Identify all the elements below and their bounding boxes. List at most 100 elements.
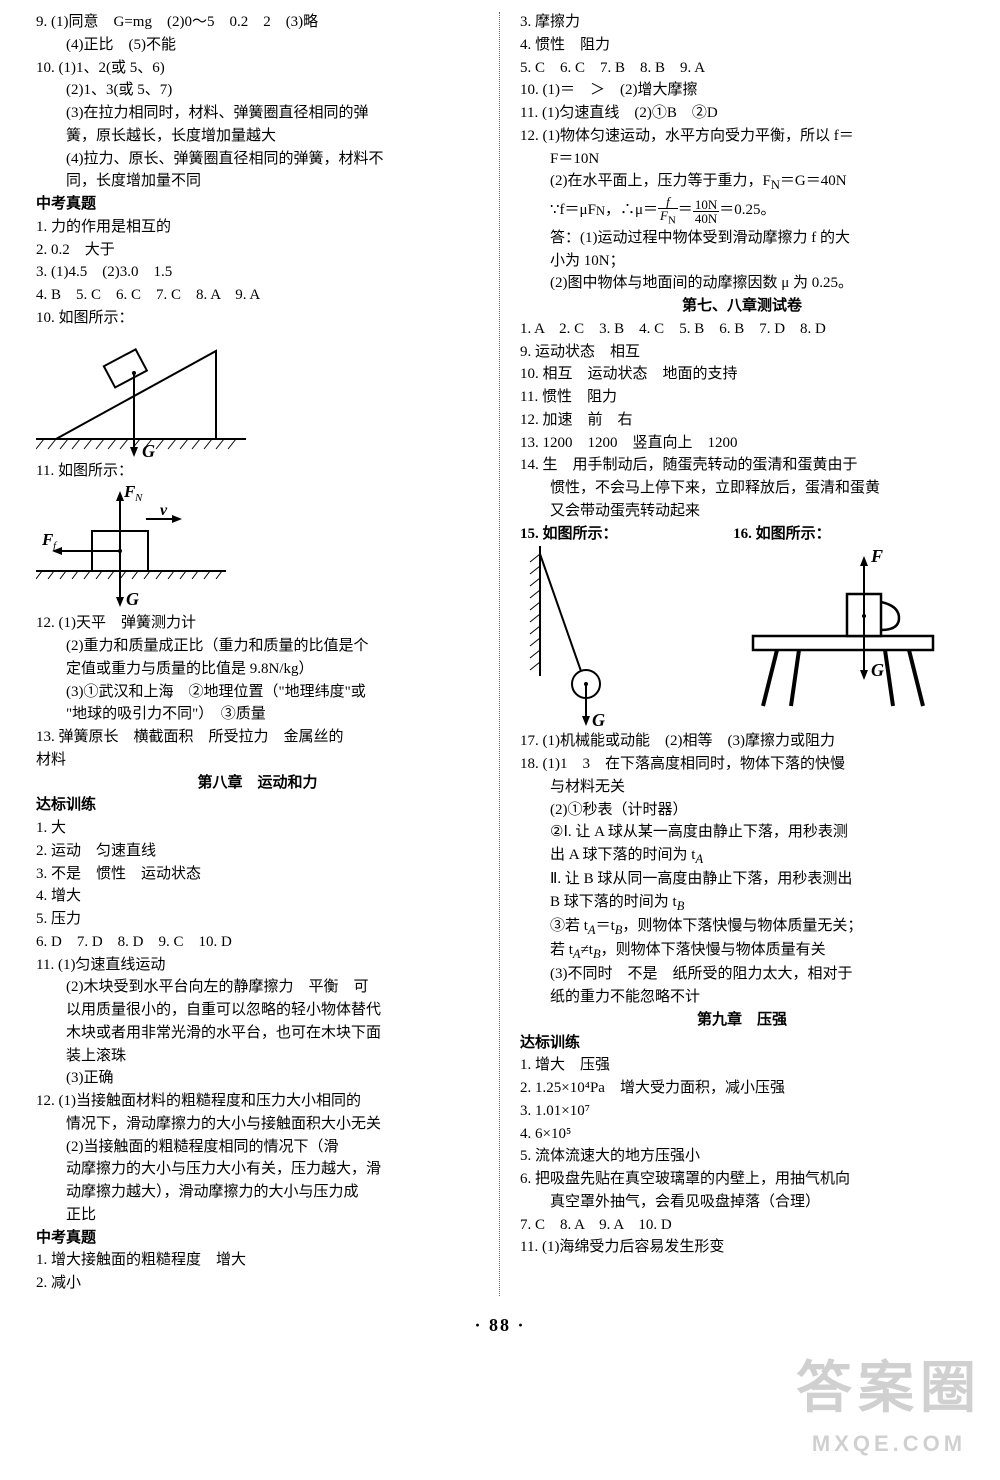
text-line: (3)不同时 不是 纸所受的阻力太大，相对于: [520, 964, 964, 986]
figure-block-forces: F N v F f G: [36, 483, 236, 613]
text-line: 出 A 球下落的时间为 tA: [520, 845, 964, 868]
text-line: 正比: [36, 1205, 479, 1227]
chapter-header: 第八章 运动和力: [36, 773, 479, 795]
text-line: (2)1、3(或 5、7): [36, 80, 479, 102]
text-line: (2)①秒表（计时器）: [520, 800, 964, 822]
text-line: (3)①武汉和上海 ②地理位置（"地理纬度"或: [36, 682, 479, 704]
text-line: 6. D 7. D 8. D 9. C 10. D: [36, 932, 479, 954]
text-line: 装上滚珠: [36, 1046, 479, 1068]
figure-row: 15. 如图所示：: [520, 524, 964, 732]
text-line: 以用质量很小的，自重可以忽略的轻小物体替代: [36, 1000, 479, 1022]
watermark-url: MXQE.COM: [796, 1428, 982, 1460]
text-line: 12. (1)天平 弹簧测力计: [36, 613, 479, 635]
text-line: 12. 加速 前 右: [520, 410, 964, 432]
section-header: 中考真题: [36, 194, 479, 216]
text-line: (2)在水平面上，压力等于重力，FN＝G＝40N: [520, 171, 964, 194]
text-line: 1. A 2. C 3. B 4. C 5. B 6. B 7. D 8. D: [520, 319, 964, 341]
text-line: 14. 生 用手制动后，随蛋壳转动的蛋清和蛋黄由于: [520, 455, 964, 477]
text-line: 4. 惯性 阻力: [520, 35, 964, 57]
svg-text:N: N: [134, 492, 143, 504]
text-line: 13. 弹簧原长 横截面积 所受拉力 金属丝的: [36, 727, 479, 749]
text-line: 4. B 5. C 6. C 7. C 8. A 9. A: [36, 285, 479, 307]
text-line: 材料: [36, 750, 479, 772]
text-line: 3. 不是 惯性 运动状态: [36, 864, 479, 886]
text-line: F＝10N: [520, 149, 964, 171]
text-line: 6. 把吸盘先贴在真空玻璃罩的内壁上，用抽气机向: [520, 1169, 964, 1191]
figure-table-cup: F G: [733, 546, 953, 721]
text-line: 1. 增大 压强: [520, 1055, 964, 1077]
svg-text:G: G: [142, 441, 155, 461]
text-line: 5. 压力: [36, 909, 479, 931]
chapter-header: 第七、八章测试卷: [520, 296, 964, 318]
text-line: 10. 如图所示：: [36, 308, 479, 330]
text-line: 2. 减小: [36, 1273, 479, 1295]
text-line: 2. 运动 匀速直线: [36, 841, 479, 863]
text-line: 13. 1200 1200 竖直向上 1200: [520, 433, 964, 455]
left-column: 9. (1)同意 G=mg (2)0～5 0.2 2 (3)略 (4)正比 (5…: [30, 12, 500, 1296]
text-line: (2)图中物体与地面间的动摩擦因数 μ 为 0.25。: [520, 273, 964, 295]
text-line: 11. (1)匀速直线运动: [36, 955, 479, 977]
text-line: 5. C 6. C 7. B 8. B 9. A: [520, 58, 964, 80]
text-line: 惯性，不会马上停下来，立即释放后，蛋清和蛋黄: [520, 478, 964, 500]
formula-line: ∵f＝μFN，∴μ＝ fFN ＝ 10N40N ＝0.25。: [520, 195, 964, 226]
watermark-text: 答案圈: [796, 1347, 982, 1428]
text-line: 1. 力的作用是相互的: [36, 217, 479, 239]
svg-text:G: G: [126, 589, 139, 609]
section-header: 达标训练: [520, 1033, 964, 1055]
section-header: 中考真题: [36, 1228, 479, 1250]
text-line: 3. 摩擦力: [520, 12, 964, 34]
text-line: 情况下，滑动摩擦力的大小与接触面积大小无关: [36, 1114, 479, 1136]
section-header: 达标训练: [36, 795, 479, 817]
text-line: "地球的吸引力不同"） ③质量: [36, 704, 479, 726]
svg-text:v: v: [160, 502, 168, 519]
page-number: · 88 ·: [0, 1312, 1000, 1338]
text-line: (2)当接触面的粗糙程度相同的情况下（滑: [36, 1137, 479, 1159]
text-line: (2)重力和质量成正比（重力和质量的比值是个: [36, 636, 479, 658]
svg-text:F: F: [870, 546, 883, 566]
text-line: 若 tA≠tB，则物体下落快慢与物体质量有关: [520, 940, 964, 963]
text-line: 12. (1)当接触面材料的粗糙程度和压力大小相同的: [36, 1091, 479, 1113]
text-line: 小为 10N；: [520, 251, 964, 273]
chapter-header: 第九章 压强: [520, 1010, 964, 1032]
text-line: 10. (1)1、2(或 5、6): [36, 58, 479, 80]
figure-incline: G: [36, 331, 256, 461]
text-line: 又会带动蛋壳转动起来: [520, 501, 964, 523]
text-line: 与材料无关: [520, 777, 964, 799]
figure-caption: 16. 如图所示：: [733, 524, 964, 546]
text-line: 2. 1.25×10⁴Pa 增大受力面积，减小压强: [520, 1078, 964, 1100]
text-line: 10. 相互 运动状态 地面的支持: [520, 364, 964, 386]
text-line: 18. (1)1 3 在下落高度相同时，物体下落的快慢: [520, 754, 964, 776]
text-line: (4)拉力、原长、弹簧圈直径相同的弹簧，材料不: [36, 149, 479, 171]
text-line: ③若 tA＝tB，则物体下落快慢与物体质量无关；: [520, 916, 964, 939]
text-line: (2)木块受到水平台向左的静摩擦力 平衡 可: [36, 977, 479, 999]
text-line: 木块或者用非常光滑的水平台，也可在木块下面: [36, 1023, 479, 1045]
text-line: (3)在拉力相同时，材料、弹簧圈直径相同的弹: [36, 103, 479, 125]
page: 9. (1)同意 G=mg (2)0～5 0.2 2 (3)略 (4)正比 (5…: [0, 0, 1000, 1306]
text-line: 真空罩外抽气，会看见吸盘掉落（合理）: [520, 1192, 964, 1214]
text-line: ②Ⅰ. 让 A 球从某一高度由静止下落，用秒表测: [520, 822, 964, 844]
text-line: 10. (1)＝ ＞ (2)增大摩擦: [520, 80, 964, 102]
text-line: 1. 大: [36, 818, 479, 840]
text-line: 17. (1)机械能或动能 (2)相等 (3)摩擦力或阻力: [520, 731, 964, 753]
text-line: 2. 0.2 大于: [36, 240, 479, 262]
text-line: B 球下落的时间为 tB: [520, 892, 964, 915]
text-line: 11. (1)匀速直线 (2)①B ②D: [520, 103, 964, 125]
text-line: 9. (1)同意 G=mg (2)0～5 0.2 2 (3)略: [36, 12, 479, 34]
figure-caption: 15. 如图所示：: [520, 524, 733, 546]
text-line: 11. 惯性 阻力: [520, 387, 964, 409]
figure-pendulum: G: [520, 546, 660, 731]
text-line: Ⅱ. 让 B 球从同一高度由静止下落，用秒表测出: [520, 869, 964, 891]
text-line: 纸的重力不能忽略不计: [520, 987, 964, 1009]
text-line: 4. 增大: [36, 886, 479, 908]
text-line: 7. C 8. A 9. A 10. D: [520, 1215, 964, 1237]
text-line: 动摩擦力的大小与压力大小有关，压力越大，滑: [36, 1159, 479, 1181]
text-line: 9. 运动状态 相互: [520, 342, 964, 364]
text-line: (3)正确: [36, 1068, 479, 1090]
right-column: 3. 摩擦力 4. 惯性 阻力 5. C 6. C 7. B 8. B 9. A…: [500, 12, 970, 1296]
text-line: 4. 6×10⁵: [520, 1124, 964, 1146]
text-line: 3. 1.01×10⁷: [520, 1101, 964, 1123]
text-line: 定值或重力与质量的比值是 9.8N/kg）: [36, 659, 479, 681]
text-line: (4)正比 (5)不能: [36, 35, 479, 57]
text-line: 1. 增大接触面的粗糙程度 增大: [36, 1250, 479, 1272]
text-line: 答：(1)运动过程中物体受到滑动摩擦力 f 的大: [520, 228, 964, 250]
